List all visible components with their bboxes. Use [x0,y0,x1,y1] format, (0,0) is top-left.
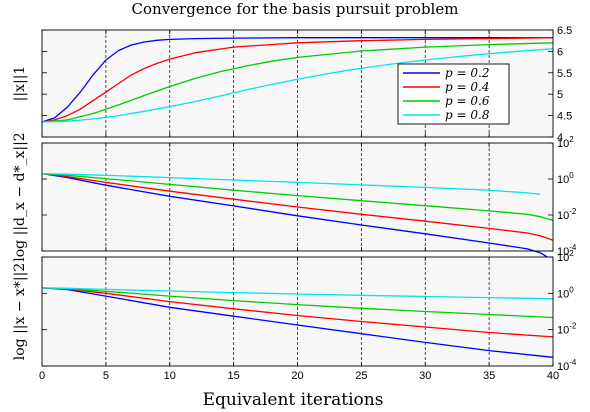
series-line-1 [41,172,554,261]
plot-frame [41,29,554,138]
y-tick-label: 10-4 [557,358,577,373]
series-line-1 [41,37,553,123]
x-tick-label: 10 [164,370,176,382]
series-line-3 [41,42,554,123]
y-tick-label: 5.5 [557,68,572,80]
series-line-4 [41,287,554,300]
legend-label: p = 0.6 [445,94,490,108]
y-tick-label: 6 [557,46,563,58]
plot-frame [41,256,554,367]
legend-label: p = 0.2 [445,66,489,80]
x-tick-label: 35 [483,370,495,382]
series-line-2 [41,37,554,123]
y-axis-label: log ||d_x − d*_x||2 [12,132,28,261]
panel-primal-error: 10-4 10-2 100 102 log ||x − x*||2 [12,249,577,373]
legend: p = 0.2p = 0.4p = 0.6p = 0.8 [397,63,510,125]
x-tick-label: 30 [419,370,431,382]
series-line-1 [41,287,554,358]
y-tick-label: 102 [557,135,574,150]
plot-frame [41,142,554,252]
legend-label: p = 0.4 [445,80,489,94]
y-tick-label: 10-2 [557,207,577,222]
y-tick-label: 4 [557,132,563,144]
x-tick-label: 20 [291,370,303,382]
y-tick-label: 102 [557,249,574,264]
x-tick-label: 25 [355,370,367,382]
y-axis-label: ||x||1 [12,66,28,102]
y-tick-label: 6.5 [557,25,572,37]
x-tick-label: 40 [547,370,559,382]
series-line-4 [41,172,541,196]
x-tick-label: 15 [228,370,240,382]
x-axis-label: Equivalent iterations [203,390,384,410]
panel-l1-norm: 4 4.5 5 5.5 6 6.5 ||x||1 p = 0.2p = 0.4p = 0.6p… [12,25,572,144]
series-line-2 [41,287,554,338]
y-axis-label: log ||x − x*||2 [12,263,28,361]
y-tick-label: 100 [557,285,574,300]
y-tick-label: 100 [557,171,574,186]
x-tick-label: 0 [39,370,45,382]
y-tick-label: 5 [557,89,563,101]
series-line-4 [41,48,554,123]
legend-label: p = 0.8 [445,108,490,122]
series-line-3 [41,172,554,222]
series-line-2 [41,172,554,241]
x-tick-label: 5 [103,370,109,382]
chart-title: Convergence for the basis pursuit proble… [132,0,459,18]
legend-box [397,63,510,125]
y-tick-label: 10-2 [557,322,577,337]
y-tick-label: 4.5 [557,111,572,123]
series-line-3 [41,287,554,319]
